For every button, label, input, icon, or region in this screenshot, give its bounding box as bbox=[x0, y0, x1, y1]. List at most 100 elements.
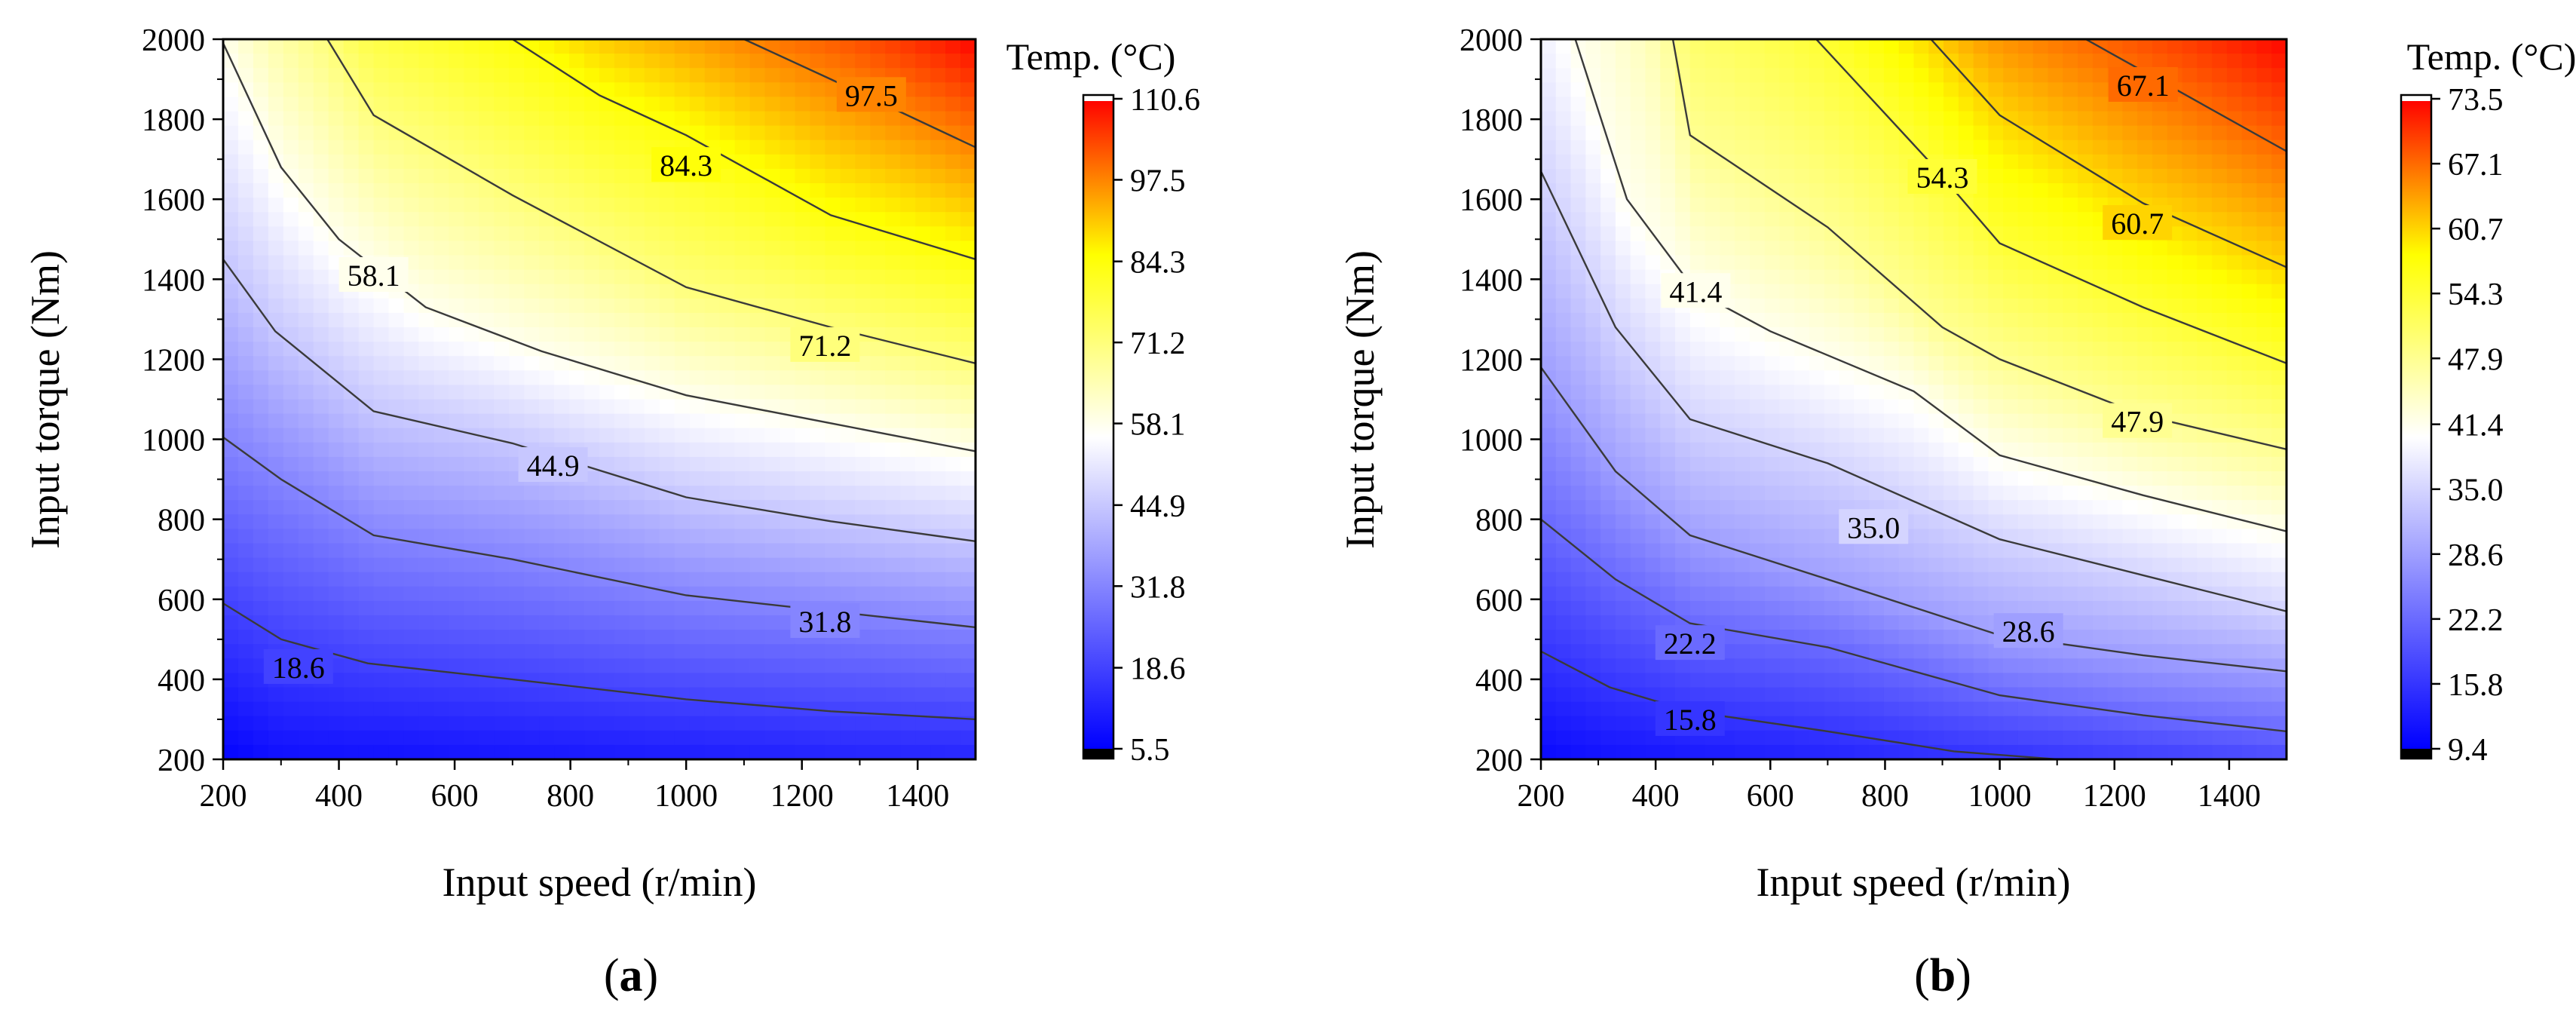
heatmap-cell bbox=[1809, 543, 1825, 559]
heatmap-cell bbox=[2152, 730, 2168, 746]
heatmap-cell bbox=[2003, 456, 2019, 472]
heatmap-cell bbox=[2122, 471, 2138, 486]
heatmap-cell bbox=[704, 471, 721, 486]
heatmap-cell bbox=[689, 370, 706, 385]
heatmap-cell bbox=[599, 39, 615, 54]
heatmap-cell bbox=[358, 586, 375, 602]
heatmap-cell bbox=[464, 442, 479, 458]
heatmap-cell bbox=[237, 716, 254, 731]
heatmap-cell bbox=[780, 385, 796, 400]
heatmap-cell bbox=[734, 486, 751, 501]
heatmap-cell bbox=[298, 428, 314, 443]
heatmap-cell bbox=[1630, 370, 1646, 385]
heatmap-cell bbox=[403, 630, 420, 645]
heatmap-cell bbox=[584, 500, 600, 515]
heatmap-cell bbox=[2167, 586, 2183, 602]
heatmap-cell bbox=[223, 284, 239, 299]
heatmap-cell bbox=[825, 572, 841, 587]
heatmap-cell bbox=[2107, 529, 2124, 544]
heatmap-cell bbox=[1675, 744, 1691, 759]
heatmap-cell bbox=[268, 744, 284, 759]
heatmap-cell bbox=[253, 586, 269, 602]
heatmap-cell bbox=[2017, 97, 2034, 112]
heatmap-cell bbox=[689, 557, 706, 573]
heatmap-cell bbox=[945, 716, 961, 731]
heatmap-cell bbox=[1660, 370, 1676, 385]
heatmap-cell bbox=[629, 557, 645, 573]
heatmap-cell bbox=[900, 644, 916, 659]
heatmap-cell bbox=[2152, 111, 2168, 127]
heatmap-cell bbox=[2226, 82, 2243, 97]
heatmap-cell bbox=[855, 687, 871, 703]
heatmap-cell bbox=[569, 241, 585, 256]
heatmap-cell bbox=[223, 413, 239, 429]
heatmap-cell bbox=[2212, 82, 2228, 97]
heatmap-cell bbox=[479, 125, 495, 141]
heatmap-cell bbox=[1555, 644, 1572, 659]
heatmap-cell bbox=[1615, 168, 1631, 184]
heatmap-cell bbox=[358, 82, 375, 97]
heatmap-cell bbox=[1720, 54, 1735, 69]
heatmap-cell bbox=[659, 658, 675, 673]
heatmap-cell bbox=[780, 82, 796, 97]
heatmap-cell bbox=[855, 154, 871, 170]
heatmap-cell bbox=[554, 428, 570, 443]
heatmap-cell bbox=[855, 183, 871, 198]
heatmap-cell bbox=[268, 82, 284, 97]
heatmap-cell bbox=[960, 284, 976, 299]
heatmap-cell bbox=[749, 543, 766, 559]
heatmap-cell bbox=[1943, 572, 1959, 587]
heatmap-cell bbox=[328, 413, 345, 429]
heatmap-cell bbox=[2092, 54, 2109, 69]
heatmap-cell bbox=[2017, 255, 2034, 271]
heatmap-cell bbox=[1898, 125, 1915, 141]
heatmap-cell bbox=[328, 600, 345, 616]
heatmap-cell bbox=[674, 701, 691, 717]
heatmap-cell bbox=[2137, 600, 2153, 616]
heatmap-cell bbox=[539, 500, 555, 515]
heatmap-cell bbox=[358, 428, 375, 443]
heatmap-cell bbox=[283, 385, 299, 400]
heatmap-cell bbox=[1570, 586, 1586, 602]
heatmap-cell bbox=[1973, 615, 1989, 630]
heatmap-cell bbox=[1600, 701, 1616, 717]
heatmap-cell bbox=[614, 687, 630, 703]
heatmap-cell bbox=[2182, 54, 2198, 69]
heatmap-cell bbox=[1749, 586, 1766, 602]
heatmap-cell bbox=[2226, 701, 2243, 717]
heatmap-cell bbox=[479, 514, 495, 529]
heatmap-cell bbox=[719, 111, 736, 127]
heatmap-cell bbox=[403, 572, 420, 587]
heatmap-cell bbox=[734, 255, 751, 271]
heatmap-cell bbox=[885, 600, 901, 616]
heatmap-cell bbox=[764, 701, 781, 717]
heatmap-cell bbox=[2122, 154, 2138, 170]
heatmap-cell bbox=[1735, 701, 1751, 717]
heatmap-cell bbox=[2063, 370, 2078, 385]
heatmap-cell bbox=[644, 370, 660, 385]
heatmap-cell bbox=[569, 54, 585, 69]
heatmap-cell bbox=[1809, 284, 1825, 299]
heatmap-cell bbox=[313, 356, 329, 371]
heatmap-cell bbox=[433, 139, 449, 155]
heatmap-cell bbox=[283, 226, 299, 241]
heatmap-cell bbox=[1809, 471, 1825, 486]
heatmap-cell bbox=[1555, 543, 1572, 559]
heatmap-cell bbox=[1958, 82, 1974, 97]
heatmap-cell bbox=[840, 486, 856, 501]
heatmap-cell bbox=[1988, 730, 2004, 746]
heatmap-cell bbox=[569, 198, 585, 213]
heatmap-cell bbox=[674, 111, 691, 127]
heatmap-cell bbox=[479, 687, 495, 703]
heatmap-cell bbox=[795, 399, 811, 415]
heatmap-cell bbox=[268, 500, 284, 515]
heatmap-cell bbox=[1585, 514, 1601, 529]
heatmap-cell bbox=[659, 312, 675, 328]
heatmap-cell bbox=[223, 370, 239, 385]
heatmap-cell bbox=[268, 284, 284, 299]
heatmap-cell bbox=[840, 543, 856, 559]
heatmap-cell bbox=[1928, 486, 1944, 501]
heatmap-cell bbox=[388, 615, 405, 630]
heatmap-cell bbox=[1585, 385, 1601, 400]
heatmap-cell bbox=[403, 125, 420, 141]
